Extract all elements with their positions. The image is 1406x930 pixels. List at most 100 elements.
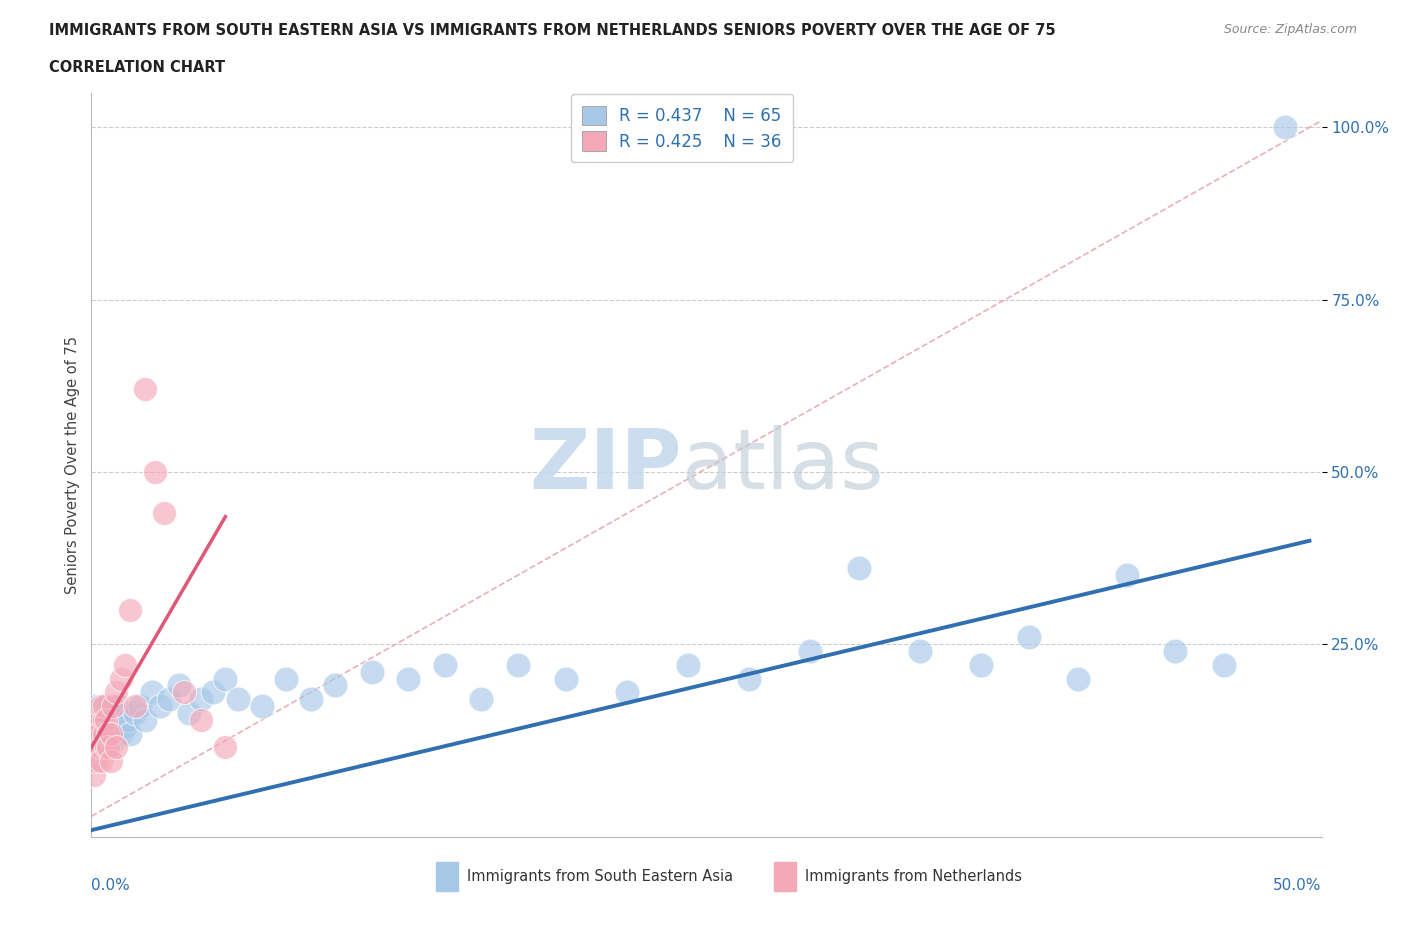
Point bbox=[87, 726, 110, 741]
Point bbox=[134, 712, 156, 727]
Point bbox=[1213, 658, 1236, 672]
Point bbox=[90, 733, 112, 748]
Point bbox=[141, 684, 163, 699]
Point bbox=[84, 726, 107, 741]
Point bbox=[190, 712, 212, 727]
Point bbox=[129, 698, 152, 713]
Point bbox=[110, 726, 132, 741]
Point bbox=[97, 726, 120, 741]
Point bbox=[120, 603, 142, 618]
Point bbox=[157, 692, 180, 707]
Point bbox=[93, 726, 115, 741]
Point bbox=[177, 706, 200, 721]
Text: 50.0%: 50.0% bbox=[1274, 878, 1322, 893]
Text: ZIP: ZIP bbox=[530, 424, 682, 506]
Point bbox=[93, 698, 115, 713]
Point bbox=[83, 767, 105, 782]
Point bbox=[84, 712, 107, 727]
Point bbox=[90, 698, 112, 713]
Point bbox=[470, 692, 492, 707]
Point bbox=[799, 644, 821, 658]
Text: 0.0%: 0.0% bbox=[91, 878, 131, 893]
Point bbox=[84, 698, 107, 713]
Point bbox=[738, 671, 761, 686]
Point bbox=[107, 698, 129, 713]
Point bbox=[84, 754, 107, 769]
Point bbox=[83, 754, 105, 769]
Bar bbox=[436, 862, 458, 891]
Point bbox=[323, 678, 346, 693]
Point bbox=[83, 726, 105, 741]
Point bbox=[104, 706, 127, 721]
Point bbox=[114, 658, 136, 672]
Point bbox=[506, 658, 529, 672]
Point bbox=[93, 712, 115, 727]
Point bbox=[100, 726, 122, 741]
Point bbox=[276, 671, 298, 686]
Point bbox=[93, 726, 115, 741]
Point bbox=[1164, 644, 1187, 658]
Point bbox=[555, 671, 578, 686]
Point bbox=[93, 719, 115, 734]
Point bbox=[433, 658, 456, 672]
Point bbox=[299, 692, 322, 707]
Point bbox=[1115, 568, 1137, 583]
Point bbox=[1018, 630, 1040, 644]
Point bbox=[84, 726, 107, 741]
Point bbox=[969, 658, 991, 672]
Point bbox=[90, 740, 112, 755]
Point bbox=[173, 684, 195, 699]
Text: Immigrants from Netherlands: Immigrants from Netherlands bbox=[804, 869, 1022, 883]
Point bbox=[93, 706, 115, 721]
Text: atlas: atlas bbox=[682, 424, 883, 506]
Point bbox=[396, 671, 419, 686]
Point bbox=[678, 658, 700, 672]
Point bbox=[226, 692, 249, 707]
Point bbox=[214, 671, 236, 686]
Point bbox=[1274, 120, 1296, 135]
Point bbox=[97, 726, 120, 741]
Point bbox=[112, 706, 135, 721]
Point bbox=[90, 754, 112, 769]
Point bbox=[114, 719, 136, 734]
Bar bbox=[775, 862, 796, 891]
Point bbox=[149, 698, 172, 713]
Point bbox=[1067, 671, 1090, 686]
Point bbox=[110, 712, 132, 727]
Point bbox=[190, 692, 212, 707]
Point bbox=[100, 719, 122, 734]
Point bbox=[360, 664, 382, 679]
Point bbox=[94, 740, 117, 755]
Point bbox=[134, 382, 156, 397]
Point bbox=[202, 684, 225, 699]
Point bbox=[84, 740, 107, 755]
Legend: R = 0.437    N = 65, R = 0.425    N = 36: R = 0.437 N = 65, R = 0.425 N = 36 bbox=[571, 94, 793, 163]
Point bbox=[104, 740, 127, 755]
Point bbox=[143, 464, 166, 479]
Text: IMMIGRANTS FROM SOUTH EASTERN ASIA VS IMMIGRANTS FROM NETHERLANDS SENIORS POVERT: IMMIGRANTS FROM SOUTH EASTERN ASIA VS IM… bbox=[49, 23, 1056, 38]
Point bbox=[100, 754, 122, 769]
Point bbox=[124, 706, 146, 721]
Point bbox=[153, 506, 176, 521]
Point bbox=[83, 740, 105, 755]
Point bbox=[104, 726, 127, 741]
Point bbox=[107, 719, 129, 734]
Point bbox=[908, 644, 931, 658]
Point bbox=[94, 740, 117, 755]
Point bbox=[103, 698, 125, 713]
Point bbox=[104, 684, 127, 699]
Point bbox=[94, 712, 117, 727]
Point bbox=[120, 726, 142, 741]
Point bbox=[87, 740, 110, 755]
Point bbox=[848, 561, 870, 576]
Point bbox=[214, 740, 236, 755]
Point bbox=[97, 698, 120, 713]
Point bbox=[87, 740, 110, 755]
Point bbox=[110, 671, 132, 686]
Point bbox=[103, 712, 125, 727]
Point bbox=[87, 719, 110, 734]
Point bbox=[100, 706, 122, 721]
Point bbox=[83, 712, 105, 727]
Point bbox=[167, 678, 190, 693]
Point bbox=[87, 712, 110, 727]
